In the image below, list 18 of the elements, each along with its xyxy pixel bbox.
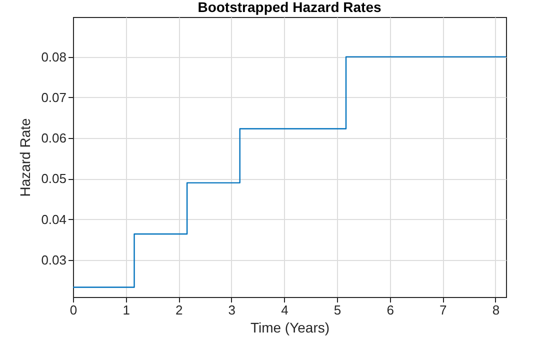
- x-tick-label: 2: [175, 302, 183, 318]
- chart-title: Bootstrapped Hazard Rates: [198, 0, 382, 15]
- x-tick-label: 3: [228, 302, 236, 318]
- x-tick-label: 6: [386, 302, 394, 318]
- x-tick-label: 4: [281, 302, 288, 318]
- y-tick-label: 0.06: [41, 130, 66, 146]
- x-tick-label: 8: [492, 302, 500, 318]
- x-axis-title: Time (Years): [250, 320, 330, 336]
- y-tick-label: 0.03: [41, 252, 66, 268]
- y-tick-label: 0.05: [41, 171, 66, 186]
- x-tick-label: 7: [440, 302, 447, 318]
- x-tick-label: 0: [70, 302, 78, 318]
- y-tick-label: 0.04: [41, 212, 66, 227]
- x-tick-label: 1: [122, 302, 130, 318]
- y-tick-label: 0.07: [41, 90, 66, 105]
- y-axis-title: Hazard Rate: [17, 118, 34, 197]
- x-tick-label: 5: [334, 302, 342, 318]
- y-tick-label: 0.08: [41, 49, 66, 64]
